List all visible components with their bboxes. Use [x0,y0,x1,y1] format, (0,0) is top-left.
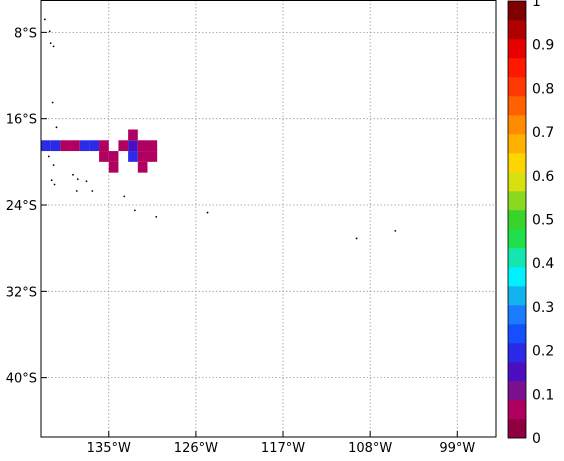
island-marker [52,45,55,48]
colorbar-swatch [508,191,526,211]
island-marker [52,164,55,166]
y-axis-ticks: 8°S 16°S 24°S 32°S 40°S [6,26,47,387]
colorbar-tick-label: 0.4 [532,256,554,272]
island-marker [49,42,52,45]
colorbar-swatch [508,419,526,439]
island-marker [123,195,126,198]
y-tick-label: 24°S [6,199,37,214]
island-marker [75,190,78,192]
colorbar-swatch [508,1,526,21]
island-marker [72,173,74,176]
colorbar-tick-label: 0.6 [532,169,554,185]
y-tick-label: 40°S [6,372,37,387]
data-cell [137,151,148,162]
island-marker [134,209,136,212]
colorbar-tick-label: 0.9 [532,38,554,54]
data-cell [137,140,148,152]
colorbar-swatch [508,229,526,249]
colorbar-swatch [508,115,526,135]
colorbar-swatch [508,210,526,230]
island-marker [51,101,54,104]
data-cell [99,151,109,162]
colorbar-swatch [508,286,526,306]
island-marker [394,230,397,232]
data-cell [108,161,119,173]
data-cell [50,140,61,152]
colorbar-swatch [508,20,526,40]
x-tick-label: 126°W [174,441,218,456]
colorbar-swatch [508,58,526,78]
island-marker [53,183,56,186]
x-tick-label: 135°W [87,441,131,456]
x-axis-ticks: 135°W 126°W 117°W 108°W 99°W [87,431,475,456]
y-tick-label: 16°S [6,113,37,128]
data-cell [147,140,158,152]
colorbar-swatch [508,77,526,97]
island-marker [76,178,79,181]
colorbar-swatch [508,381,526,401]
island-marker [43,18,46,21]
colorbar-swatch [508,267,526,287]
colorbar-swatch [508,153,526,173]
island-marker [47,155,50,158]
colorbar-ticks: 1 0.9 0.8 0.7 0.6 0.5 0.4 0.3 0.2 0.1 0 [532,0,554,447]
data-cell [108,151,119,162]
island-marker [85,180,88,183]
island-marker [355,237,358,240]
data-cell [128,151,138,162]
colorbar-tick-label: 0.2 [532,344,554,360]
colorbar-swatch [508,134,526,154]
colorbar-tick-label: 0 [532,431,541,447]
data-cell [79,140,90,152]
colorbar-tick-label: 1 [532,0,541,10]
data-cell [89,140,100,152]
y-tick-label: 32°S [6,285,37,300]
data-cells [41,129,158,173]
colorbar-swatch [508,362,526,382]
colorbar-tick-label: 0.5 [532,213,554,229]
colorbar-tick-label: 0.8 [532,81,554,97]
colorbar-swatch [508,96,526,116]
colorbar-tick-label: 0.1 [532,387,554,403]
island-marker [206,211,209,214]
map-frame [40,0,497,438]
data-cell [128,129,138,141]
colorbar-swatch [508,39,526,59]
island-marker [155,215,158,218]
data-cell [41,140,51,152]
map-plot-area [41,0,496,437]
x-tick-label: 99°W [439,441,475,456]
colorbar-swatch [508,343,526,363]
data-cell [99,140,109,152]
data-cell [70,140,80,152]
data-cell [60,140,71,152]
x-tick-label: 117°W [261,441,305,456]
data-cell [118,140,129,152]
island-marker [50,179,53,182]
data-cell [137,161,148,173]
colorbar-swatch [508,248,526,268]
y-tick-label: 8°S [14,26,37,41]
island-marker [91,190,94,192]
colorbar-tick-label: 0.3 [532,300,554,316]
colorbar-swatch [508,400,526,420]
x-tick-label: 108°W [348,441,392,456]
island-marker [55,126,58,129]
colorbar [507,0,527,439]
data-cell [147,151,158,162]
colorbar-swatch [508,172,526,192]
colorbar-swatch [508,305,526,325]
colorbar-outline [507,0,527,439]
island-marker [48,30,51,33]
island-markers [43,18,397,240]
colorbar-swatch [508,324,526,344]
colorbar-tick-label: 0.7 [532,125,554,141]
data-cell [128,140,138,152]
